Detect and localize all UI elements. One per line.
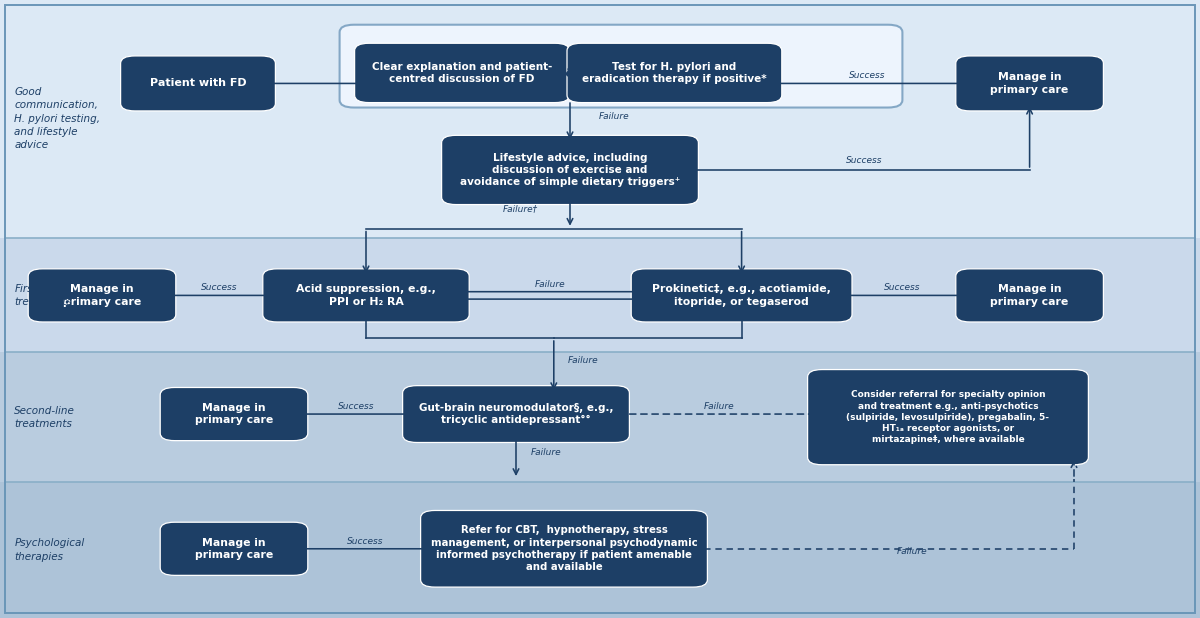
Text: Gut-brain neuromodulator§, e.g.,
tricyclic antidepressant°°: Gut-brain neuromodulator§, e.g., tricycl… (419, 403, 613, 425)
FancyBboxPatch shape (161, 387, 307, 441)
Text: Manage in
primary care: Manage in primary care (194, 538, 274, 560)
Text: Acid suppression, e.g.,
PPI or H₂ RA: Acid suppression, e.g., PPI or H₂ RA (296, 284, 436, 307)
Text: Success: Success (338, 402, 374, 411)
Bar (0, 0, 1200, 238)
Text: &: & (564, 66, 576, 80)
Text: Failure: Failure (569, 355, 599, 365)
FancyBboxPatch shape (340, 25, 902, 108)
Text: Failure: Failure (599, 112, 630, 121)
FancyBboxPatch shape (355, 43, 570, 103)
FancyBboxPatch shape (631, 269, 852, 322)
Text: Success: Success (850, 71, 886, 80)
Text: Success: Success (846, 156, 882, 165)
Text: Consider referral for specialty opinion
and treatment e.g., anti-psychotics
(sul: Consider referral for specialty opinion … (846, 391, 1050, 444)
Bar (0, 482, 1200, 618)
Text: Psychological
therapies: Psychological therapies (14, 538, 85, 562)
FancyBboxPatch shape (955, 269, 1104, 322)
Text: Success: Success (884, 283, 920, 292)
FancyBboxPatch shape (420, 510, 707, 587)
Text: Patient with FD: Patient with FD (150, 78, 246, 88)
Text: Failure: Failure (896, 547, 928, 556)
Text: Success: Success (347, 536, 383, 546)
Text: Clear explanation and patient-
centred discussion of FD: Clear explanation and patient- centred d… (372, 62, 552, 84)
Text: Manage in
primary care: Manage in primary care (990, 284, 1069, 307)
Text: Test for H. pylori and
eradication therapy if positive*: Test for H. pylori and eradication thera… (582, 62, 767, 84)
Bar (0, 352, 1200, 482)
FancyBboxPatch shape (161, 522, 307, 575)
Text: Manage in
primary care: Manage in primary care (990, 72, 1069, 95)
Text: Failure: Failure (703, 402, 734, 411)
FancyBboxPatch shape (808, 370, 1088, 465)
Text: Refer for CBT,  hypnotherapy, stress
management, or interpersonal psychodynamic
: Refer for CBT, hypnotherapy, stress mana… (431, 525, 697, 572)
Text: Failure†: Failure† (503, 204, 538, 213)
FancyBboxPatch shape (29, 269, 175, 322)
FancyBboxPatch shape (955, 56, 1104, 111)
FancyBboxPatch shape (121, 56, 276, 111)
Text: Manage in
primary care: Manage in primary care (62, 284, 142, 307)
FancyBboxPatch shape (568, 43, 782, 103)
Text: Manage in
primary care: Manage in primary care (194, 403, 274, 425)
Text: Failure: Failure (530, 448, 562, 457)
Text: Good
communication,
H. pylori testing,
and lifestyle
advice: Good communication, H. pylori testing, a… (14, 87, 101, 150)
Text: First-line
treatments: First-line treatments (14, 284, 72, 307)
Text: Second-line
treatments: Second-line treatments (14, 405, 76, 429)
Bar (0, 238, 1200, 352)
Text: Lifestyle advice, including
discussion of exercise and
avoidance of simple dieta: Lifestyle advice, including discussion o… (460, 153, 680, 187)
FancyBboxPatch shape (403, 386, 629, 442)
FancyBboxPatch shape (442, 135, 698, 205)
Text: Failure: Failure (534, 280, 565, 289)
Text: Prokinetic‡, e.g., acotiamide,
itopride, or tegaserod: Prokinetic‡, e.g., acotiamide, itopride,… (652, 284, 832, 307)
Text: Success: Success (202, 283, 238, 292)
FancyBboxPatch shape (263, 269, 469, 322)
